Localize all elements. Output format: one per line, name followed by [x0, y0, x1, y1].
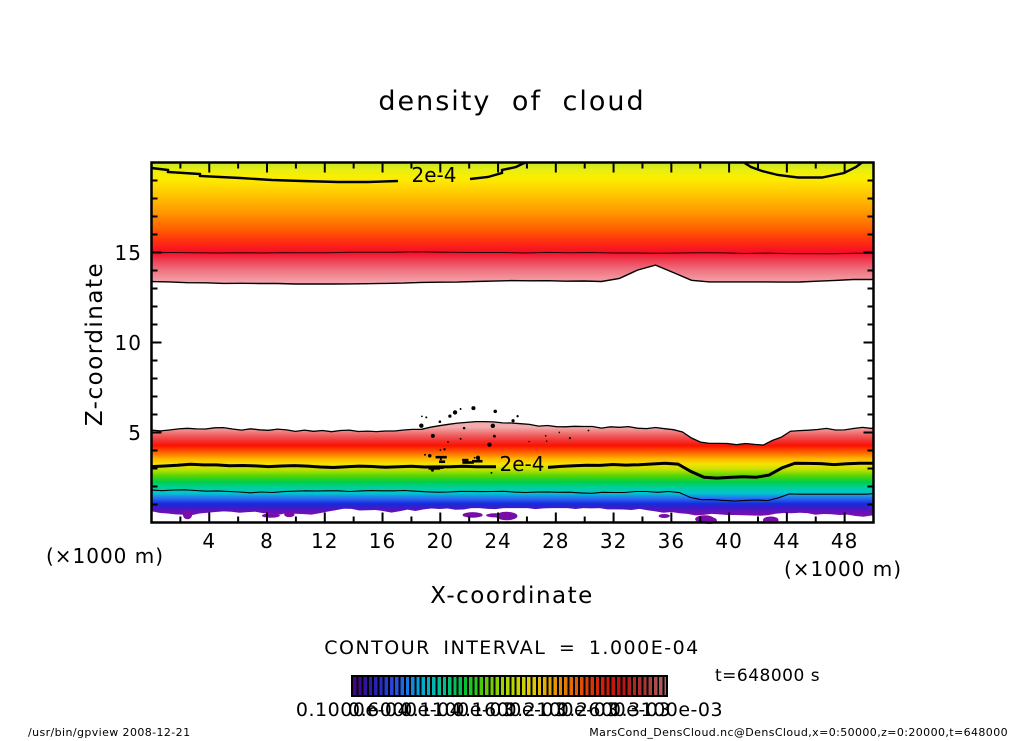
x-tick-label: 24: [484, 529, 512, 553]
y-axis-title: Z-coordinate: [82, 261, 108, 427]
upper-contour-label: 2e-4: [412, 163, 457, 187]
x-tick-label: 48: [830, 529, 859, 553]
colorbar-tick-label: 0.1600e-03: [452, 699, 567, 721]
colorbar: [351, 675, 668, 697]
colorbar-tick-labels: 0.1000e-04 0.6000e-04 0.1100e-03 0.1600e-03…: [0, 699, 1024, 723]
colorbar-tick-label: 0.2600e-03: [556, 699, 671, 721]
x-tick-label: 16: [368, 529, 397, 553]
colorbar-tick-label: 0.2100e-03: [504, 699, 619, 721]
x-tick-label: 28: [542, 529, 570, 553]
time-label: t=648000 s: [715, 666, 821, 686]
plot-title: density of cloud: [378, 86, 646, 117]
x-tick-label: 4: [202, 529, 217, 553]
footer-data-source: MarsCond_DensCloud.nc@DensCloud,x=0:5000…: [589, 726, 1008, 739]
y-tick-label: 10: [114, 330, 142, 355]
y-axis-unit-label: (×1000 m): [45, 544, 165, 568]
x-tick-label: 12: [311, 529, 339, 553]
x-tick-label: 44: [773, 529, 801, 553]
colorbar-tick-label: 0.6000e-04: [348, 699, 463, 721]
contour-interval-label: CONTOUR INTERVAL = 1.000E-04: [324, 637, 700, 659]
footer-command-and-date: /usr/bin/gpview 2008-12-21: [28, 726, 191, 739]
y-tick-label: 5: [128, 420, 142, 445]
y-axis-tick-labels: 5 10 15: [0, 0, 150, 741]
contour-plot: 2e-4 2e-4: [150, 161, 875, 524]
colorbar-tick-label: 0.3100e-03: [608, 699, 724, 721]
lower-contour-label: 2e-4: [500, 452, 545, 476]
y-tick-label: 15: [114, 240, 142, 265]
colorbar-tick-label: 0.1100e-03: [400, 699, 515, 721]
x-tick-label: 36: [657, 529, 686, 553]
colorbar-tick-label: 0.1000e-04: [295, 699, 411, 721]
x-tick-label: 8: [260, 529, 274, 553]
x-tick-label: 20: [426, 529, 455, 553]
x-axis-unit-label: (×1000 m): [783, 557, 903, 581]
x-axis-title: X-coordinate: [430, 583, 594, 609]
x-tick-label: 40: [715, 529, 743, 553]
x-tick-label: 32: [599, 529, 628, 553]
